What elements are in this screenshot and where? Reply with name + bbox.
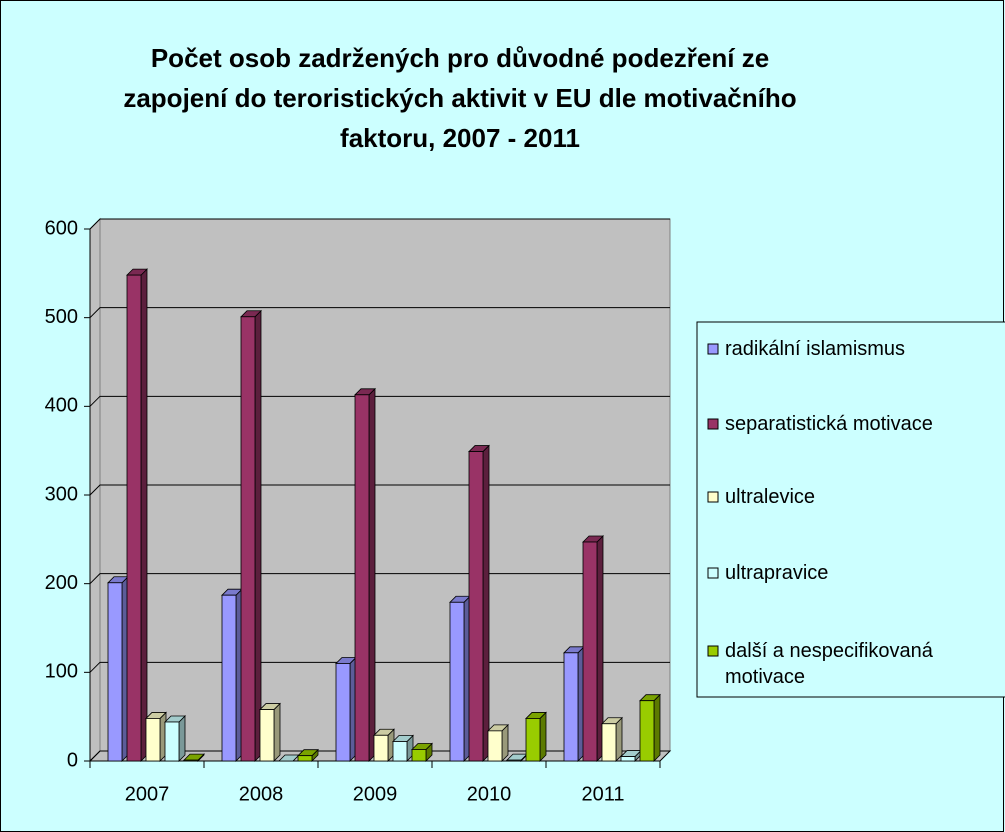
grid-line — [89, 307, 670, 319]
legend-label: separatistická motivace — [725, 413, 933, 435]
legend-swatch — [707, 418, 719, 430]
bar — [506, 759, 522, 762]
bar — [525, 718, 541, 762]
y-tick-label: 400 — [45, 395, 78, 417]
chart-title: Počet osob zadržených pro důvodné podezř… — [123, 43, 797, 153]
y-tick-label: 600 — [45, 217, 78, 239]
x-tick-label: 2009 — [353, 783, 398, 805]
bar — [563, 652, 579, 762]
bar — [373, 734, 389, 762]
bar-side — [140, 268, 148, 762]
bar-side — [368, 387, 376, 762]
bar — [183, 759, 199, 762]
bar-side — [482, 444, 490, 762]
grid-line — [89, 218, 670, 230]
x-tick-label: 2007 — [125, 783, 170, 805]
x-tick-label: 2008 — [239, 783, 284, 805]
bar — [411, 749, 427, 762]
bar — [297, 755, 313, 762]
bar-side — [273, 702, 281, 762]
bar — [240, 316, 256, 762]
bar — [487, 730, 503, 762]
x-tick-label: 2011 — [581, 783, 624, 805]
bar — [392, 741, 408, 762]
bar — [145, 718, 161, 762]
bar — [107, 582, 123, 762]
bar-side — [615, 716, 623, 762]
y-tick-label: 0 — [67, 749, 78, 771]
legend-swatch — [707, 645, 719, 657]
bar-side — [178, 715, 186, 762]
bar-side — [254, 309, 262, 762]
bar — [354, 394, 370, 762]
bar — [221, 594, 237, 762]
bar — [582, 541, 598, 762]
grid-line — [89, 395, 670, 407]
legend-label: ultralevice — [725, 486, 816, 508]
bar — [449, 601, 465, 762]
bar — [126, 274, 142, 762]
legend-label: další a nespecifikovaná motivace — [725, 640, 933, 688]
x-tick-label: 2010 — [467, 783, 512, 805]
y-tick-label: 500 — [45, 306, 78, 328]
y-tick-label: 300 — [45, 483, 78, 505]
bar — [259, 709, 275, 762]
bar — [335, 663, 351, 762]
bar — [164, 721, 180, 762]
bar — [620, 756, 636, 762]
bar-side — [653, 693, 661, 762]
y-tick-label: 200 — [45, 572, 78, 594]
bar — [601, 723, 617, 762]
legend-label: ultrapravice — [725, 562, 829, 584]
legend-swatch — [707, 491, 719, 503]
legend-swatch — [707, 343, 719, 355]
legend-label: radikální islamismus — [725, 338, 906, 360]
bar-side — [539, 711, 547, 762]
legend-box — [696, 321, 1005, 698]
legend-swatch — [707, 567, 719, 579]
bar — [468, 451, 484, 762]
bar — [639, 700, 655, 762]
y-tick-label: 100 — [45, 661, 78, 683]
